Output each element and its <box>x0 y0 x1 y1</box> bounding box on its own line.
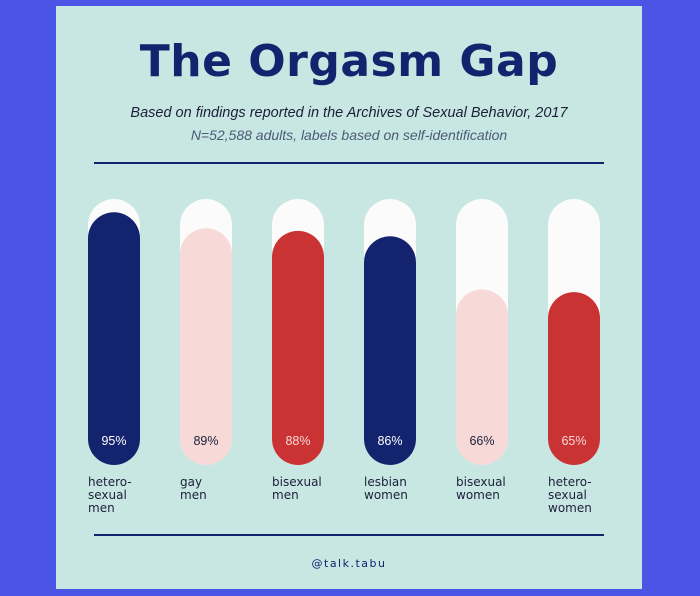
value-label: 88% <box>285 434 310 448</box>
value-label: 65% <box>561 434 586 448</box>
chart-title: The Orgasm Gap <box>139 36 559 87</box>
infographic-card: The Orgasm Gap Based on findings reporte… <box>56 6 642 589</box>
value-label: 66% <box>469 434 494 448</box>
bar-chart: 95% hetero-sexual men 89% gay men 88% bisexual m… <box>88 199 600 515</box>
chart-subtitle: Based on findings reported in the Archiv… <box>130 105 568 121</box>
bar <box>456 289 508 465</box>
value-label: 89% <box>193 434 218 448</box>
bar <box>548 292 600 465</box>
category-label: hetero-sexual women <box>548 475 592 515</box>
value-label: 95% <box>101 434 126 448</box>
category-label: gay men <box>180 475 207 502</box>
bar <box>88 212 140 465</box>
category-label: bisexual men <box>272 475 322 502</box>
category-label: bisexual women <box>456 475 506 502</box>
value-label: 86% <box>377 434 402 448</box>
top-divider <box>94 162 604 164</box>
bar <box>180 228 232 465</box>
category-label: lesbian women <box>364 475 408 502</box>
credit-handle: @talk.tabu <box>311 557 387 570</box>
bar <box>272 230 324 465</box>
bar <box>364 236 416 465</box>
category-label: hetero-sexual men <box>88 475 132 515</box>
bottom-divider <box>94 534 604 536</box>
sample-note: N=52,588 adults, labels based on self-id… <box>190 127 508 143</box>
